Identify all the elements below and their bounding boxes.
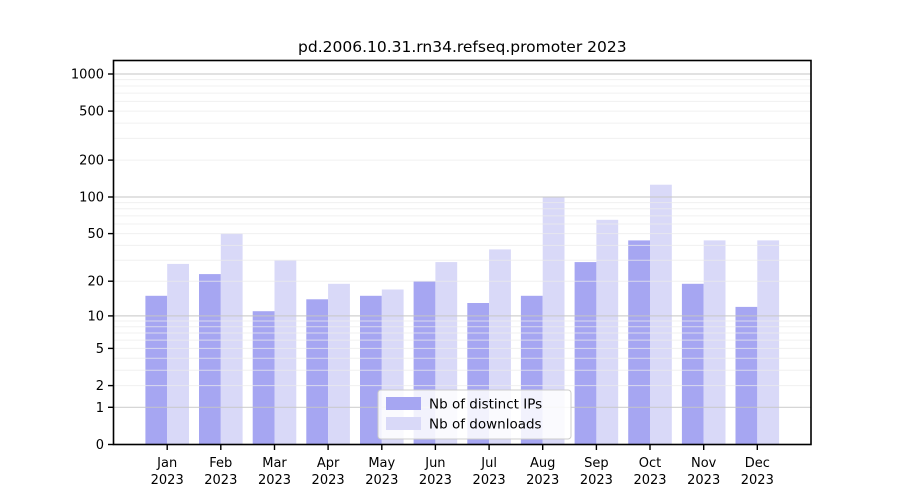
y-tick-label: 100 xyxy=(79,191,104,206)
x-tick-label-month: Jun xyxy=(424,456,445,471)
bar-oct-distinct-ips xyxy=(628,240,650,445)
x-tick-label-month: Jan xyxy=(156,456,177,471)
y-tick-label: 20 xyxy=(87,275,104,290)
bar-nov-downloads xyxy=(703,240,726,445)
bar-sep-downloads xyxy=(596,219,619,445)
bar-mar-distinct-ips xyxy=(252,311,275,445)
x-tick-label-year: 2023 xyxy=(473,473,506,488)
legend-box xyxy=(377,389,572,440)
y-tick-label: 2 xyxy=(96,379,104,394)
x-tick-label-month: Sep xyxy=(584,456,609,471)
bar-apr-downloads xyxy=(328,283,350,445)
x-tick-label-month: Dec xyxy=(745,456,770,471)
bar-feb-distinct-ips xyxy=(199,274,221,445)
x-tick-label-month: Nov xyxy=(691,456,717,471)
gridlines-group xyxy=(113,73,811,408)
legend-swatch-distinct-ips xyxy=(386,397,421,410)
y-tick-label: 500 xyxy=(79,105,104,120)
bar-sep-distinct-ips xyxy=(574,262,597,445)
x-tick-label-year: 2023 xyxy=(741,473,774,488)
legend-label-distinct-ips: Nb of distinct IPs xyxy=(429,397,542,413)
x-tick-label-year: 2023 xyxy=(204,473,237,488)
y-tick-label: 0 xyxy=(96,438,104,453)
legend-label-downloads: Nb of downloads xyxy=(429,417,542,433)
bar-jan-downloads xyxy=(167,263,189,445)
chart-title: pd.2006.10.31.rn34.refseq.promoter 2023 xyxy=(298,38,627,56)
x-tick-label-month: Aug xyxy=(530,456,555,471)
x-tick-label-year: 2023 xyxy=(687,473,720,488)
bar-apr-distinct-ips xyxy=(306,299,329,445)
bar-mar-downloads xyxy=(274,260,297,445)
x-tick-label-year: 2023 xyxy=(633,473,666,488)
legend-swatch-downloads xyxy=(386,417,421,430)
bar-feb-downloads xyxy=(220,233,243,445)
x-axis: Jan 2023 Feb 2023 Mar 2023 Apr 2023 May 2023 Jun 20… xyxy=(151,444,774,488)
x-tick-label-month: Mar xyxy=(262,456,287,471)
bar-oct-downloads xyxy=(650,184,672,445)
x-tick-label-year: 2023 xyxy=(258,473,291,488)
x-tick-label-month: Oct xyxy=(639,456,661,471)
x-tick-label-year: 2023 xyxy=(312,473,345,488)
legend: Nb of distinct IPs Nb of downloads xyxy=(377,389,572,440)
y-tick-label: 10 xyxy=(87,309,104,324)
plot-frame xyxy=(112,59,812,446)
x-tick-label-month: Apr xyxy=(317,456,340,471)
y-tick-label: 5 xyxy=(96,342,104,357)
y-tick-label: 1000 xyxy=(71,68,104,83)
x-tick-label-year: 2023 xyxy=(151,473,184,488)
x-tick-label-year: 2023 xyxy=(365,473,398,488)
x-tick-label-year: 2023 xyxy=(580,473,613,488)
x-tick-label-month: May xyxy=(368,456,395,471)
x-tick-label-month: Jul xyxy=(480,456,497,471)
y-tick-label: 200 xyxy=(79,154,104,169)
bar-dec-distinct-ips xyxy=(735,306,758,445)
x-tick-label-month: Feb xyxy=(209,456,232,471)
x-tick-label-year: 2023 xyxy=(526,473,559,488)
bar-dec-downloads xyxy=(757,240,780,445)
x-tick-label-year: 2023 xyxy=(419,473,452,488)
y-axis: 0 1 2 5 10 20 50 100 200 500 1000 xyxy=(71,68,114,453)
y-tick-label: 50 xyxy=(87,227,104,242)
y-tick-label: 1 xyxy=(96,401,104,416)
bar-nov-distinct-ips xyxy=(681,283,704,445)
